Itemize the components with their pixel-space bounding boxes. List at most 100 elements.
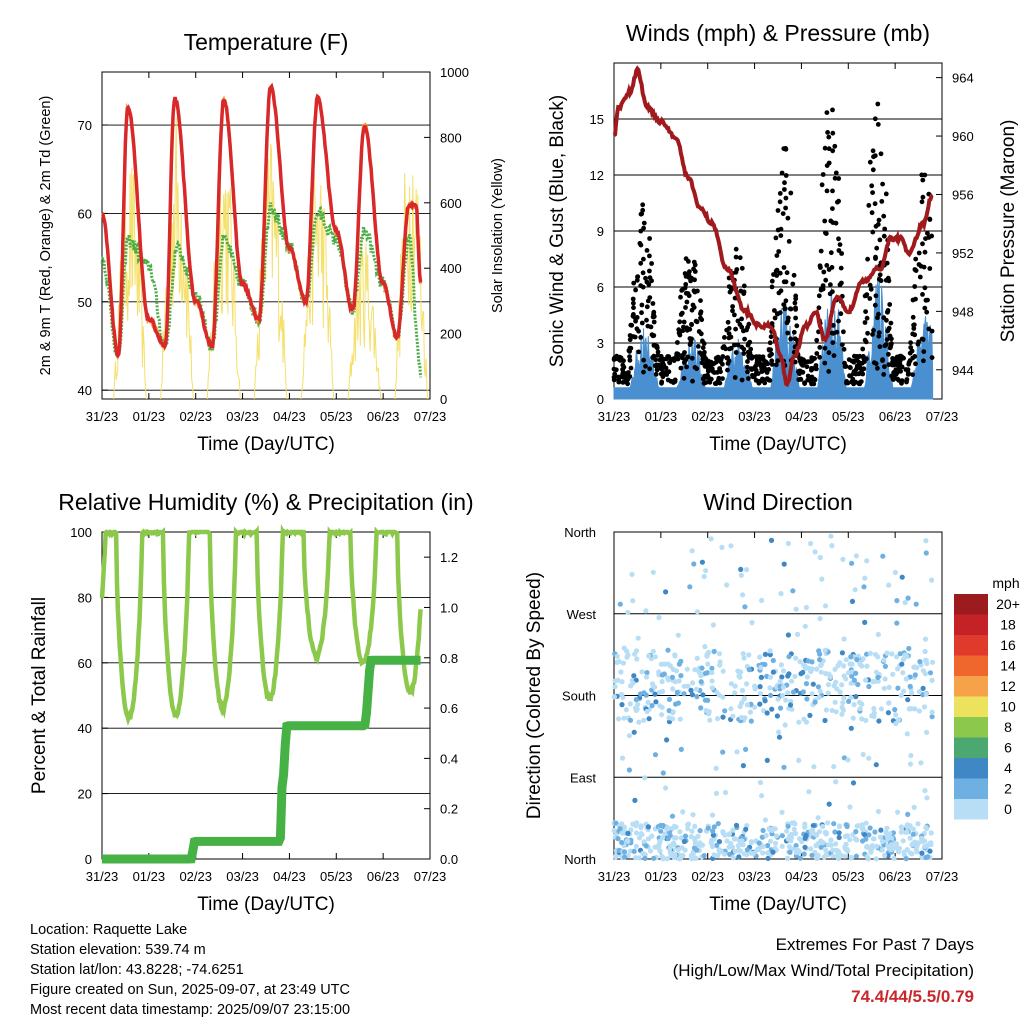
gust-point xyxy=(726,335,732,341)
gust-point xyxy=(722,335,727,340)
gust-point xyxy=(830,107,835,113)
direction-point xyxy=(616,716,622,722)
gust-point xyxy=(631,280,637,286)
y-tick-label: 20 xyxy=(78,787,92,802)
direction-point xyxy=(785,632,792,638)
gust-point xyxy=(809,381,814,387)
direction-point xyxy=(623,707,629,713)
direction-point xyxy=(855,823,861,829)
gust-point xyxy=(894,354,900,360)
direction-point xyxy=(652,684,658,690)
direction-point xyxy=(765,843,771,849)
direction-point xyxy=(780,668,787,674)
gust-point xyxy=(739,265,745,271)
gust-point xyxy=(921,349,927,354)
wind-pressure-panel: Winds (mph) & Pressure (mb) 31/23 01/23 02/… xyxy=(547,20,1019,455)
direction-point xyxy=(848,654,854,660)
direction-point xyxy=(726,831,733,837)
direction-point xyxy=(656,669,662,675)
gust-point xyxy=(822,145,828,151)
direction-point xyxy=(793,830,799,837)
plot-frame xyxy=(101,71,431,400)
gust-point xyxy=(788,336,794,342)
direction-point xyxy=(900,670,906,676)
gust-point xyxy=(814,337,820,343)
direction-point xyxy=(825,842,832,848)
direction-point xyxy=(656,615,662,621)
gust-point xyxy=(652,363,658,369)
gust-point xyxy=(641,256,646,262)
gust-point xyxy=(677,319,683,325)
direction-point xyxy=(922,648,928,655)
direction-point xyxy=(639,669,645,675)
direction-point xyxy=(793,655,799,661)
gust-point xyxy=(741,283,747,289)
gust-point xyxy=(783,195,789,201)
direction-point xyxy=(840,556,846,563)
direction-point xyxy=(863,820,869,826)
gust-point xyxy=(877,237,883,243)
gust-point xyxy=(741,351,747,356)
direction-point xyxy=(717,849,723,855)
gust-point xyxy=(867,296,873,301)
gust-point xyxy=(830,130,836,136)
direction-point xyxy=(666,696,673,703)
x-tick-label: 04/23 xyxy=(785,869,818,884)
direction-point xyxy=(621,645,627,651)
direction-point xyxy=(627,701,633,707)
direction-point xyxy=(886,684,892,691)
gust-point xyxy=(875,222,881,227)
direction-point xyxy=(923,550,929,556)
gust-point xyxy=(635,274,640,280)
gust-point xyxy=(784,270,790,276)
gust-point xyxy=(701,341,707,346)
gust-point xyxy=(863,309,868,314)
direction-point xyxy=(736,673,742,679)
direction-point xyxy=(730,827,736,833)
direction-point xyxy=(716,651,723,657)
direction-point xyxy=(701,573,707,580)
x-tick-label: 02/23 xyxy=(691,409,724,424)
direction-point xyxy=(837,689,843,695)
direction-point xyxy=(871,706,877,712)
direction-point xyxy=(734,749,740,755)
direction-point xyxy=(901,849,907,855)
direction-point xyxy=(825,690,831,696)
gust-point xyxy=(876,333,882,339)
gust-point xyxy=(649,278,654,284)
direction-point xyxy=(862,619,868,626)
direction-point xyxy=(808,540,814,547)
gust-point xyxy=(640,202,646,208)
gust-point xyxy=(773,235,779,241)
direction-point xyxy=(666,708,672,714)
gust-point xyxy=(868,286,874,292)
direction-point xyxy=(624,838,630,844)
rh-line xyxy=(99,523,423,726)
gust-point xyxy=(759,369,765,374)
direction-point xyxy=(744,847,751,853)
gust-point xyxy=(793,296,799,302)
gust-point xyxy=(878,278,884,284)
gust-point xyxy=(692,277,697,283)
direction-point xyxy=(720,829,726,835)
direction-point xyxy=(784,828,790,834)
x-tick-label: 06/23 xyxy=(367,869,400,884)
direction-point xyxy=(652,654,658,660)
direction-point xyxy=(876,718,882,724)
direction-point xyxy=(642,855,648,862)
direction-point xyxy=(707,717,713,723)
gust-point xyxy=(774,273,780,278)
direction-point xyxy=(706,711,712,717)
gust-point xyxy=(653,357,659,363)
direction-point xyxy=(691,561,697,567)
gust-point xyxy=(792,336,798,342)
gust-point xyxy=(780,211,786,217)
x-tick-label: 03/23 xyxy=(226,869,259,884)
gust-point xyxy=(865,256,870,262)
gust-point xyxy=(613,367,619,373)
gust-point xyxy=(667,360,673,366)
gust-point xyxy=(662,370,667,375)
humidity-precip-panel: Relative Humidity (%) & Precipitation (i… xyxy=(29,489,474,915)
direction-point xyxy=(825,682,832,688)
direction-point xyxy=(752,683,758,689)
